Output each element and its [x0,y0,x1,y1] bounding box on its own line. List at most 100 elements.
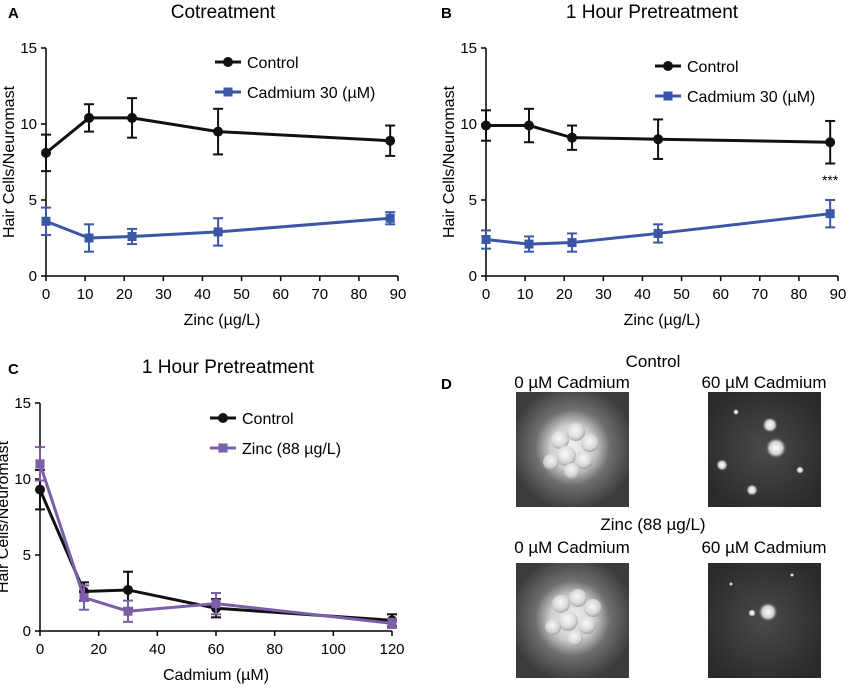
data-point [213,126,224,137]
data-point [653,134,664,145]
chart-title: 1 Hour Pretreatment [566,2,739,23]
image-label-control-0: 0 µM Cadmium [514,373,630,392]
x-tick-label: 80 [351,286,368,303]
y-tick-label: 0 [29,268,37,285]
y-tick-label: 10 [20,116,37,133]
panel-letter: B [441,5,452,22]
y-tick-label: 10 [460,116,477,133]
y-tick-label: 0 [469,268,477,285]
y-tick-label: 0 [23,623,31,640]
x-tick-label: 20 [116,286,133,303]
image-label-zinc-60: 60 µM Cadmium [701,538,826,557]
data-point [385,135,396,146]
y-tick-label: 10 [14,471,31,488]
panel-letter: C [8,361,19,378]
data-point [35,484,45,495]
y-tick-label: 15 [460,40,477,57]
micrograph-control-60uM [708,392,821,507]
chart-title: Cotreatment [171,2,276,23]
x-tick-label: 60 [208,641,225,658]
x-tick-label: 80 [266,641,283,658]
series-1 [481,199,836,253]
x-tick-label: 40 [149,641,166,658]
y-tick-label: 15 [14,395,31,412]
x-tick-label: 0 [42,286,50,303]
panel-b: B 1 Hour Pretreatment 0 5 10 15 0 10 20 30 40 50 60 7… [441,2,846,329]
x-tick-label: 70 [751,286,768,303]
y-tick-label: 15 [20,40,37,57]
y-tick-label: 5 [469,192,477,209]
x-tick-label: 40 [634,286,651,303]
x-tick-label: 60 [272,286,289,303]
panel-c: C 1 Hour Pretreatment 0 5 10 15 0 20 40 60 80 100 12… [0,357,405,684]
y-axis-label: Hair Cells/Neuromast [1,85,18,238]
series-1 [41,206,396,253]
x-tick-label: 70 [311,286,328,303]
x-tick-label: 30 [595,286,612,303]
data-point [127,112,138,123]
data-point [481,235,491,245]
panel-a: A Cotreatment 0 5 10 15 0 10 20 30 40 50 60 70 80 90 Zin… [1,2,406,329]
x-tick-label: 40 [194,286,211,303]
series-0 [481,107,836,165]
series-1 [35,446,397,629]
x-tick-label: 50 [233,286,250,303]
legend-marker [663,91,673,101]
data-point [41,147,51,158]
data-point [653,228,663,238]
data-point [524,120,535,131]
panel-letter: A [8,5,19,22]
data-point [79,593,89,603]
x-tick-label: 120 [379,641,404,658]
x-tick-label: 30 [155,286,172,303]
panel-d: D Control 0 µM Cadmium 60 µM Cadmium [441,352,827,678]
legend-label: Control [242,411,294,428]
data-point [84,112,95,123]
chart-title: 1 Hour Pretreatment [142,357,315,378]
x-tick-label: 60 [712,286,729,303]
legend-marker [218,443,228,453]
data-point [825,137,836,148]
data-point [567,132,578,143]
group-title-zinc: Zinc (88 µg/L) [600,515,705,534]
image-label-control-60: 60 µM Cadmium [701,373,826,392]
data-point [41,216,51,226]
x-tick-label: 90 [390,286,407,303]
x-tick-label: 0 [482,286,490,303]
x-axis-label: Zinc (µg/L) [184,312,261,329]
micrograph-zinc-60uM [708,563,821,678]
data-point [567,238,577,248]
group-title-control: Control [626,352,681,371]
x-tick-label: 10 [517,286,534,303]
legend-marker [218,413,228,423]
x-tick-label: 80 [791,286,808,303]
x-tick-label: 20 [90,641,107,658]
data-point [825,209,835,219]
data-point [213,227,223,237]
legend-marker [663,61,673,71]
x-tick-label: 100 [321,641,346,658]
y-axis-label: Hair Cells/Neuromast [441,85,458,238]
data-point [123,606,133,616]
x-axis-label: Cadmium (µM) [163,667,269,684]
data-point [385,213,395,223]
legend-label: Control [247,55,299,72]
x-tick-label: 0 [36,641,44,658]
data-point [84,233,94,243]
micrograph-control-0uM [516,392,629,507]
significance-annotation: *** [822,172,839,188]
data-point [211,599,221,609]
y-tick-label: 5 [23,547,31,564]
data-point [123,584,133,595]
legend-label: Cadmium 30 (µM) [687,89,815,106]
series-0 [41,97,396,173]
data-point [481,120,491,131]
y-axis-label: Hair Cells/Neuromast [0,440,12,593]
data-point [387,618,397,628]
data-point [35,459,45,469]
legend-marker [223,87,233,97]
panel-letter-d: D [441,376,452,393]
legend-label: Control [687,59,739,76]
micrograph-zinc-0uM [516,563,629,678]
